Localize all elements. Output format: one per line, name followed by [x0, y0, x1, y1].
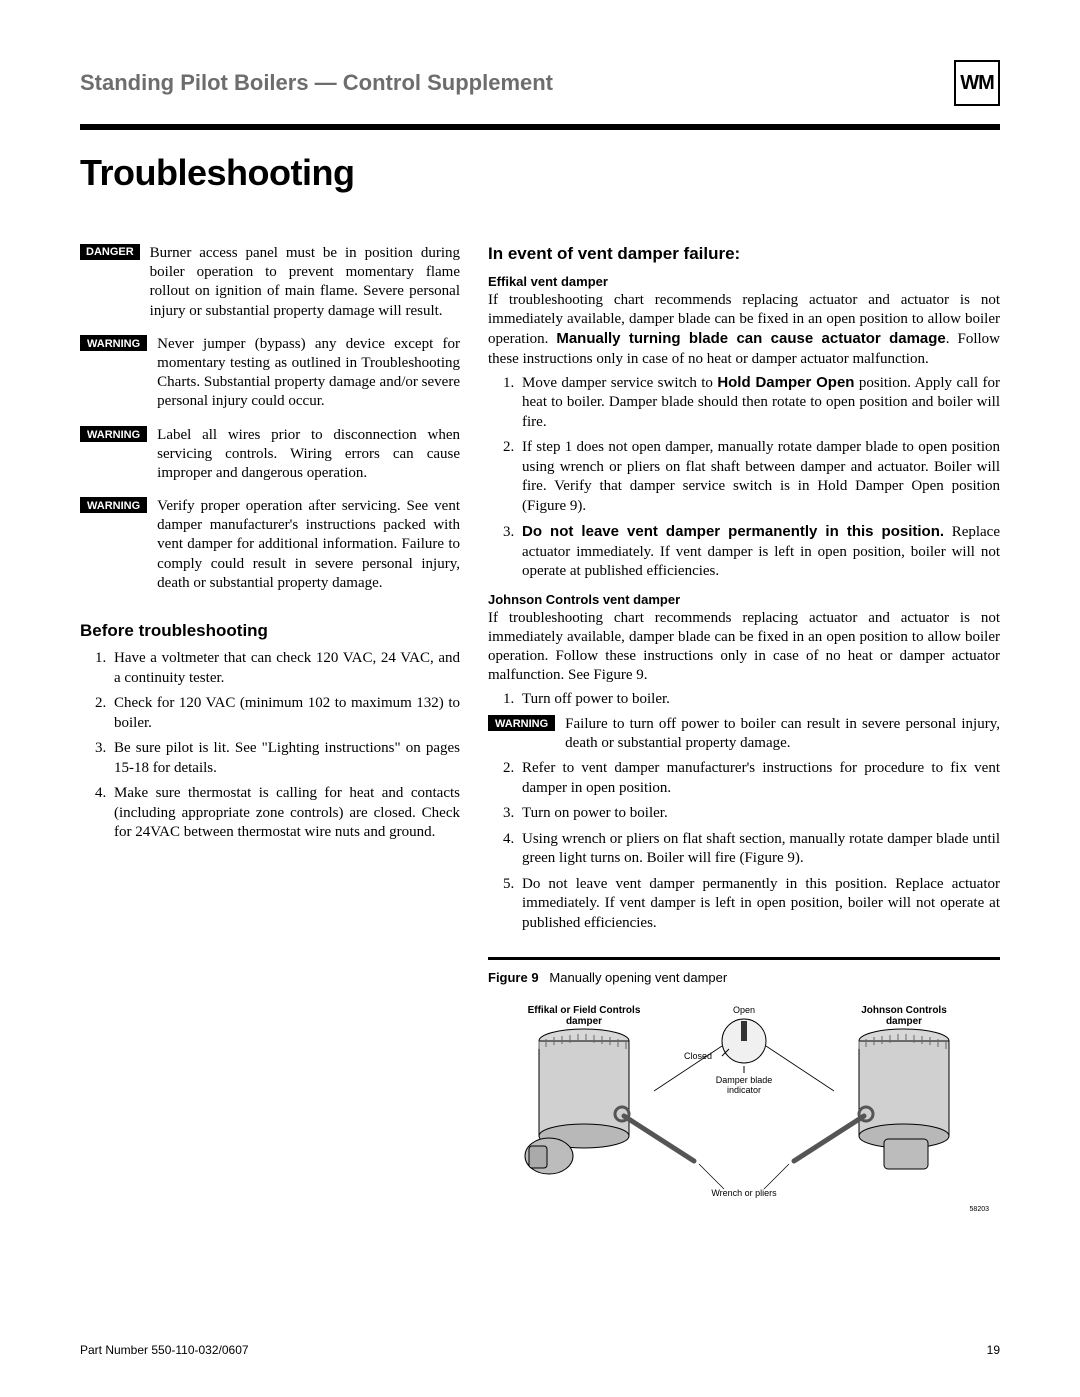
left-column: DANGER Burner access panel must be in pos… [80, 244, 460, 1216]
page-footer: Part Number 550-110-032/0607 19 [80, 1343, 1000, 1357]
content-columns: DANGER Burner access panel must be in pos… [80, 244, 1000, 1216]
header-title: Standing Pilot Boilers — Control Supplem… [80, 70, 553, 96]
svg-text:Wrench or pliers: Wrench or pliers [711, 1188, 777, 1198]
list-item: Make sure thermostat is calling for heat… [110, 784, 460, 843]
alert-tag: WARNING [80, 426, 147, 442]
svg-text:damper: damper [566, 1016, 602, 1027]
alert-block: WARNING Label all wires prior to disconne… [80, 426, 460, 484]
johnson-list: Turn off power to boiler. [488, 690, 1000, 710]
johnson-intro: If troubleshooting chart recommends repl… [488, 609, 1000, 686]
list-item: If step 1 does not open damper, manually… [518, 438, 1000, 516]
right-column: In event of vent damper failure: Effikal… [488, 244, 1000, 1216]
svg-text:58203: 58203 [970, 1206, 990, 1213]
page-number: 19 [987, 1343, 1000, 1357]
svg-text:Open: Open [733, 1005, 755, 1015]
johnson-warning-text: Failure to turn off power to boiler can … [565, 715, 1000, 753]
list-item: Do not leave vent damper permanently in … [518, 522, 1000, 582]
list-item: Do not leave vent damper permanently in … [518, 875, 1000, 934]
alert-text: Label all wires prior to disconnection w… [157, 426, 460, 484]
svg-text:damper: damper [886, 1016, 922, 1027]
figure-9-diagram: Effikal or Field Controls damper Johnson… [488, 1001, 1000, 1216]
alert-block: WARNING Never jumper (bypass) any device … [80, 335, 460, 412]
effikal-head: Effikal vent damper [488, 274, 1000, 289]
list-item: Move damper service switch to Hold Dampe… [518, 373, 1000, 433]
alert-tag: DANGER [80, 244, 140, 260]
header-rule [80, 124, 1000, 130]
johnson-head: Johnson Controls vent damper [488, 592, 1000, 607]
alert-tag: WARNING [80, 335, 147, 351]
alert-block: DANGER Burner access panel must be in pos… [80, 244, 460, 321]
list-item: Turn off power to boiler. [518, 690, 1000, 710]
effikal-intro: If troubleshooting chart recommends repl… [488, 291, 1000, 369]
effikal-list: Move damper service switch to Hold Dampe… [488, 373, 1000, 582]
before-list: Have a voltmeter that can check 120 VAC,… [80, 649, 460, 843]
alert-tag: WARNING [80, 497, 147, 513]
warning-tag: WARNING [488, 715, 555, 731]
list-item: Refer to vent damper manufacturer's inst… [518, 759, 1000, 798]
svg-text:Johnson Controls: Johnson Controls [861, 1005, 947, 1016]
svg-text:Effikal or Field Controls: Effikal or Field Controls [528, 1005, 641, 1016]
alert-block: WARNING Verify proper operation after ser… [80, 497, 460, 593]
list-item: Using wrench or pliers on flat shaft sec… [518, 830, 1000, 869]
svg-text:indicator: indicator [727, 1085, 761, 1095]
vent-failure-head: In event of vent damper failure: [488, 244, 1000, 264]
list-item: Be sure pilot is lit. See "Lighting inst… [110, 739, 460, 778]
before-troubleshooting-head: Before troubleshooting [80, 621, 460, 641]
svg-text:Damper blade: Damper blade [716, 1075, 773, 1085]
alert-text: Verify proper operation after servicing.… [157, 497, 460, 593]
brand-logo-icon: WM [954, 60, 1000, 106]
johnson-warning-block: WARNING Failure to turn off power to boi… [488, 715, 1000, 753]
figure-caption: Figure 9 Manually opening vent damper [488, 970, 1000, 985]
alert-text: Burner access panel must be in position … [150, 244, 460, 321]
list-item: Turn on power to boiler. [518, 804, 1000, 824]
page-header: Standing Pilot Boilers — Control Supplem… [80, 60, 1000, 106]
johnson-list-cont: Refer to vent damper manufacturer's inst… [488, 759, 1000, 933]
alert-text: Never jumper (bypass) any device except … [157, 335, 460, 412]
part-number: Part Number 550-110-032/0607 [80, 1343, 249, 1357]
list-item: Check for 120 VAC (minimum 102 to maximu… [110, 694, 460, 733]
figure-rule [488, 957, 1000, 960]
svg-text:Closed: Closed [684, 1051, 712, 1061]
list-item: Have a voltmeter that can check 120 VAC,… [110, 649, 460, 688]
section-title: Troubleshooting [80, 152, 1000, 194]
